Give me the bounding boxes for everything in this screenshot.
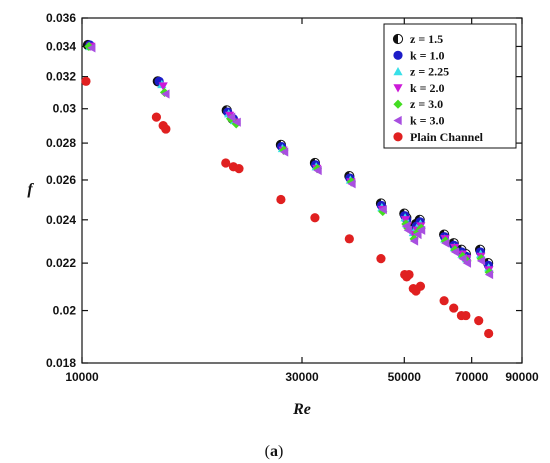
data-point — [458, 254, 467, 264]
x-tick-label: 30000 — [285, 370, 319, 384]
x-tick-label: 70000 — [455, 370, 489, 384]
data-point — [87, 43, 96, 53]
data-point — [151, 112, 162, 122]
data-point — [415, 281, 426, 291]
data-point — [484, 328, 494, 339]
y-tick-label: 0.018 — [46, 356, 76, 370]
axis-ticks: 10000 30000 50000 70000 90000 0.018 0.02 0.022 0… — [46, 11, 539, 384]
data-point — [404, 269, 414, 280]
data-point — [276, 194, 286, 205]
legend-label: z = 1.5 — [410, 32, 443, 46]
data-point — [462, 258, 472, 268]
y-tick-label: 0.024 — [46, 213, 76, 227]
data-point — [461, 310, 471, 321]
legend-marker — [393, 99, 403, 109]
data-point — [344, 234, 354, 244]
data-point — [403, 225, 412, 235]
legend-label: k = 1.0 — [410, 48, 445, 62]
data-point — [409, 236, 419, 246]
legend-label: z = 3.0 — [410, 97, 443, 111]
y-tick-label: 0.032 — [46, 70, 76, 84]
legend-label: k = 3.0 — [410, 114, 445, 128]
legend-marker — [393, 50, 403, 60]
data-point — [450, 247, 459, 257]
y-tick-label: 0.03 — [53, 102, 77, 116]
legend-label: z = 2.25 — [410, 65, 449, 79]
data-point — [439, 296, 449, 306]
data-point — [279, 147, 289, 157]
legend-box — [383, 23, 517, 149]
data-point — [413, 229, 422, 240]
y-tick-label: 0.022 — [46, 256, 76, 270]
legend-marker — [393, 132, 403, 142]
data-point — [234, 164, 244, 174]
legend-label: k = 2.0 — [410, 81, 445, 95]
data-point — [441, 238, 450, 248]
data-point — [84, 41, 94, 52]
data-point — [376, 254, 386, 264]
y-tick-label: 0.036 — [46, 11, 76, 25]
data-point — [347, 179, 356, 189]
y-axis-label: f — [27, 181, 34, 198]
data-point — [476, 256, 486, 266]
data-points — [81, 39, 494, 339]
data-point — [474, 316, 484, 326]
y-tick-label: 0.026 — [46, 173, 76, 187]
x-axis-label: Re — [292, 401, 311, 418]
x-tick-label: 90000 — [505, 370, 539, 384]
data-point — [378, 204, 387, 215]
legend-marker — [393, 67, 403, 76]
x-tick-label: 50000 — [388, 370, 422, 384]
data-point — [158, 82, 168, 91]
y-tick-label: 0.028 — [46, 136, 76, 150]
legend-marker — [393, 115, 402, 126]
data-point — [161, 89, 170, 99]
legend-marker — [393, 84, 403, 93]
data-point — [416, 225, 426, 235]
data-point — [310, 213, 320, 223]
x-tick-label: 10000 — [65, 370, 99, 384]
y-tick-label: 0.02 — [53, 304, 77, 318]
data-point — [232, 117, 241, 127]
y-tick-label: 0.034 — [46, 39, 76, 53]
figure-caption: (a) — [265, 443, 284, 460]
data-point — [449, 303, 459, 313]
data-point — [313, 165, 322, 176]
legend-label: Plain Channel — [410, 130, 484, 144]
legend-marker — [392, 33, 404, 45]
data-point — [484, 269, 494, 280]
data-point — [221, 158, 231, 168]
data-point — [161, 124, 171, 134]
legend: z = 1.5 k = 1.0 z = 2.25 k = 2.0 z = 3.0 k = … — [383, 23, 517, 149]
data-point — [226, 112, 236, 122]
data-point — [81, 76, 91, 86]
